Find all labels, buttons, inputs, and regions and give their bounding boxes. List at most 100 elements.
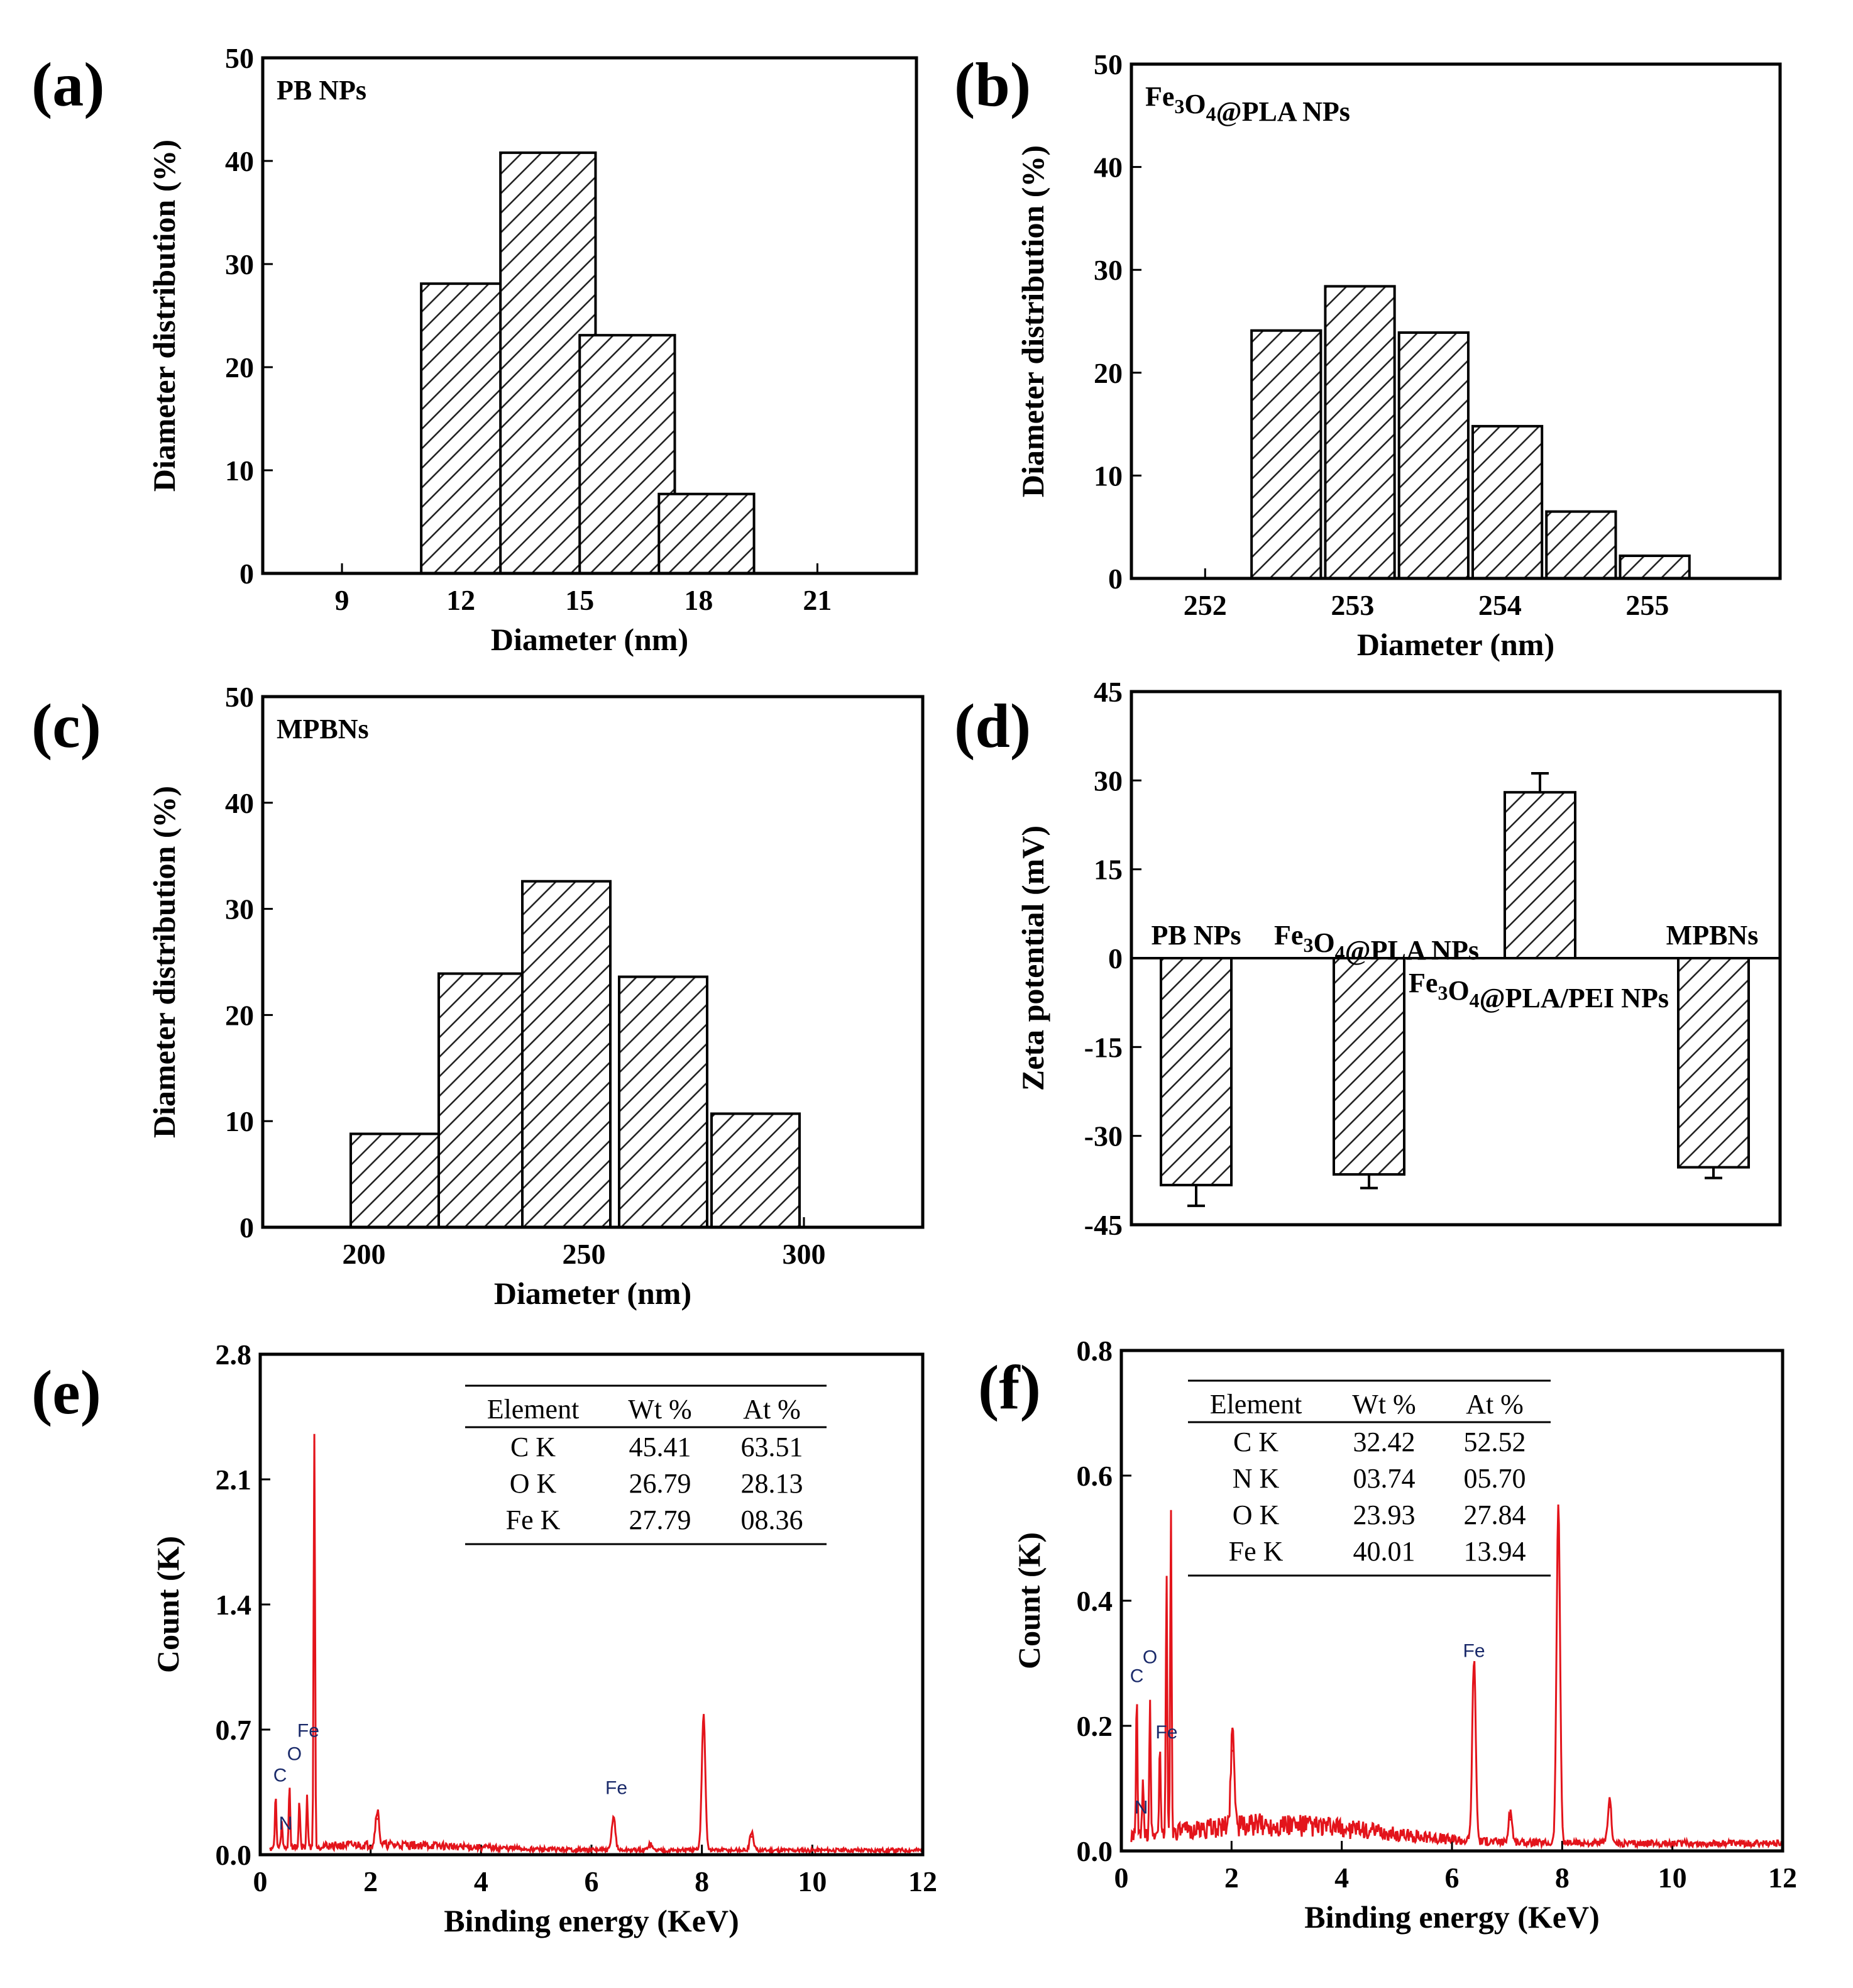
y-tick-label: 50: [225, 42, 254, 74]
table-cell: 40.01: [1353, 1536, 1416, 1567]
text-part: PB NPs: [1152, 920, 1241, 951]
plot-frame: [1130, 690, 1782, 1227]
x-tick-label: 6: [1445, 1862, 1460, 1894]
y-tick-label: 0.0: [1077, 1835, 1113, 1867]
x-axis-label: Binding energy (KeV): [1304, 1899, 1599, 1935]
spectrum-peak: [1158, 1756, 1161, 1759]
x-axis-label: Diameter (nm): [1357, 627, 1554, 662]
table-cell: 45.41: [629, 1432, 691, 1462]
peak-label: O: [1143, 1647, 1157, 1668]
spectrum-peak: [1473, 1668, 1475, 1670]
table-cell: 32.42: [1353, 1427, 1416, 1457]
y-tick-label: 20: [225, 999, 254, 1031]
text-part: Fe: [1409, 968, 1438, 998]
table-cell: O K: [510, 1468, 557, 1499]
y-axis-label: Diameter distribution (%): [146, 140, 182, 492]
table-cell: 52.52: [1464, 1427, 1526, 1457]
x-tick-label: 10: [1658, 1862, 1687, 1894]
plot-frame: [261, 56, 918, 575]
bar: [1160, 957, 1233, 1186]
bar: [1619, 555, 1691, 580]
x-tick-label: 2: [363, 1865, 378, 1897]
x-axis-label: Diameter (nm): [491, 622, 688, 657]
table-cell: 27.84: [1464, 1499, 1526, 1530]
y-tick-label: 40: [225, 787, 254, 819]
table-cell: C K: [1233, 1427, 1278, 1457]
x-tick-label: 4: [474, 1865, 488, 1897]
spectrum-peak: [280, 1828, 283, 1831]
plot-frame: [1130, 62, 1782, 580]
x-tick-label: 12: [908, 1865, 937, 1897]
text-part: @PLA NPs: [1345, 935, 1479, 966]
peak-label: Fe: [1463, 1641, 1485, 1662]
table-header: At %: [1466, 1389, 1524, 1420]
spectrum-line: [1130, 1504, 1783, 1850]
x-tick-label: 15: [565, 584, 594, 616]
x-axis-label: Diameter (nm): [494, 1276, 691, 1311]
y-tick-label: 0.8: [1077, 1335, 1113, 1367]
panel-d: (d) -45 -30 -15 0 15 30 45 Zeta potential (mV) PB…: [954, 676, 1782, 1241]
category-label: PB NPs: [1152, 920, 1241, 951]
x-tick-label: 9: [335, 584, 349, 616]
x-axis-label: Binding energy (KeV): [444, 1903, 739, 1938]
panel-title: MPBNs: [277, 714, 369, 744]
y-tick-label: 30: [225, 248, 254, 280]
peak-label: Fe: [1155, 1722, 1177, 1743]
y-axis-label: Diameter distribution (%): [1015, 145, 1050, 497]
y-tick-label: -45: [1084, 1209, 1123, 1241]
y-axis-label: Diameter distribution (%): [146, 786, 182, 1138]
peak-label: N: [279, 1813, 293, 1834]
spectrum-peak: [313, 1440, 316, 1443]
panel-c: (c) 0 10 20 30 40 50 200 250 300 Diameter (nm) Diam…: [31, 681, 925, 1311]
y-tick-label: 0: [1108, 942, 1123, 975]
plot-frame: [258, 1352, 925, 1857]
y-tick-label: 10: [225, 1105, 254, 1137]
spectrum-peak: [306, 1803, 309, 1806]
table-cell: 13.94: [1464, 1536, 1526, 1567]
x-tick-label: 12: [446, 584, 475, 616]
x-tick-label: 255: [1625, 589, 1669, 621]
spectrum-line: [269, 1433, 923, 1856]
x-tick-label: 200: [343, 1238, 386, 1270]
panel-label: (d): [954, 691, 1031, 761]
peak-label: Fe: [297, 1720, 319, 1741]
x-tick-label: 21: [803, 584, 832, 616]
table-cell: O K: [1233, 1499, 1280, 1530]
bar: [1250, 329, 1322, 580]
category-label: MPBNs: [1666, 920, 1759, 951]
table-cell: 28.13: [741, 1468, 803, 1499]
spectrum-peak: [1136, 1712, 1138, 1715]
panel-f: (f) 0.0 0.2 0.4 0.6 0.8 0 2 4 6 8 10 12 Binding energ…: [978, 1335, 1797, 1935]
x-tick-label: 254: [1478, 589, 1522, 621]
text-part: MPBNs: [1666, 920, 1759, 951]
table-header: Wt %: [628, 1394, 691, 1425]
y-tick-label: 0: [239, 558, 254, 590]
panel-label: (c): [31, 691, 101, 761]
x-tick-label: 12: [1768, 1862, 1797, 1894]
table-header: Element: [487, 1394, 580, 1425]
bar: [618, 975, 708, 1229]
spectrum-peak: [289, 1789, 291, 1792]
x-tick-label: 300: [783, 1238, 826, 1270]
panel-label: (e): [31, 1357, 101, 1427]
table-cell: N K: [1233, 1463, 1280, 1494]
y-tick-label: 2.1: [216, 1464, 252, 1496]
y-tick-label: 0.7: [216, 1714, 252, 1746]
y-tick-label: 1.4: [216, 1589, 252, 1621]
table-header: Element: [1210, 1389, 1302, 1420]
spectrum-peak: [275, 1800, 277, 1803]
text-part: 4: [1206, 102, 1216, 125]
y-axis-label: Zeta potential (mV): [1015, 826, 1050, 1091]
bar: [710, 1112, 801, 1229]
y-tick-label: 0: [1108, 563, 1123, 595]
text-part: O: [1448, 975, 1469, 1006]
y-tick-label: 2.8: [216, 1339, 252, 1371]
table-cell: C K: [510, 1432, 556, 1462]
table-cell: 08.36: [741, 1505, 803, 1535]
y-tick-label: 0.4: [1077, 1585, 1113, 1617]
peak-label: O: [287, 1743, 302, 1764]
spectrum-peak: [298, 1807, 300, 1809]
table-header: At %: [743, 1394, 801, 1425]
y-tick-label: 40: [1094, 152, 1123, 184]
spectrum-peak: [702, 1718, 705, 1720]
